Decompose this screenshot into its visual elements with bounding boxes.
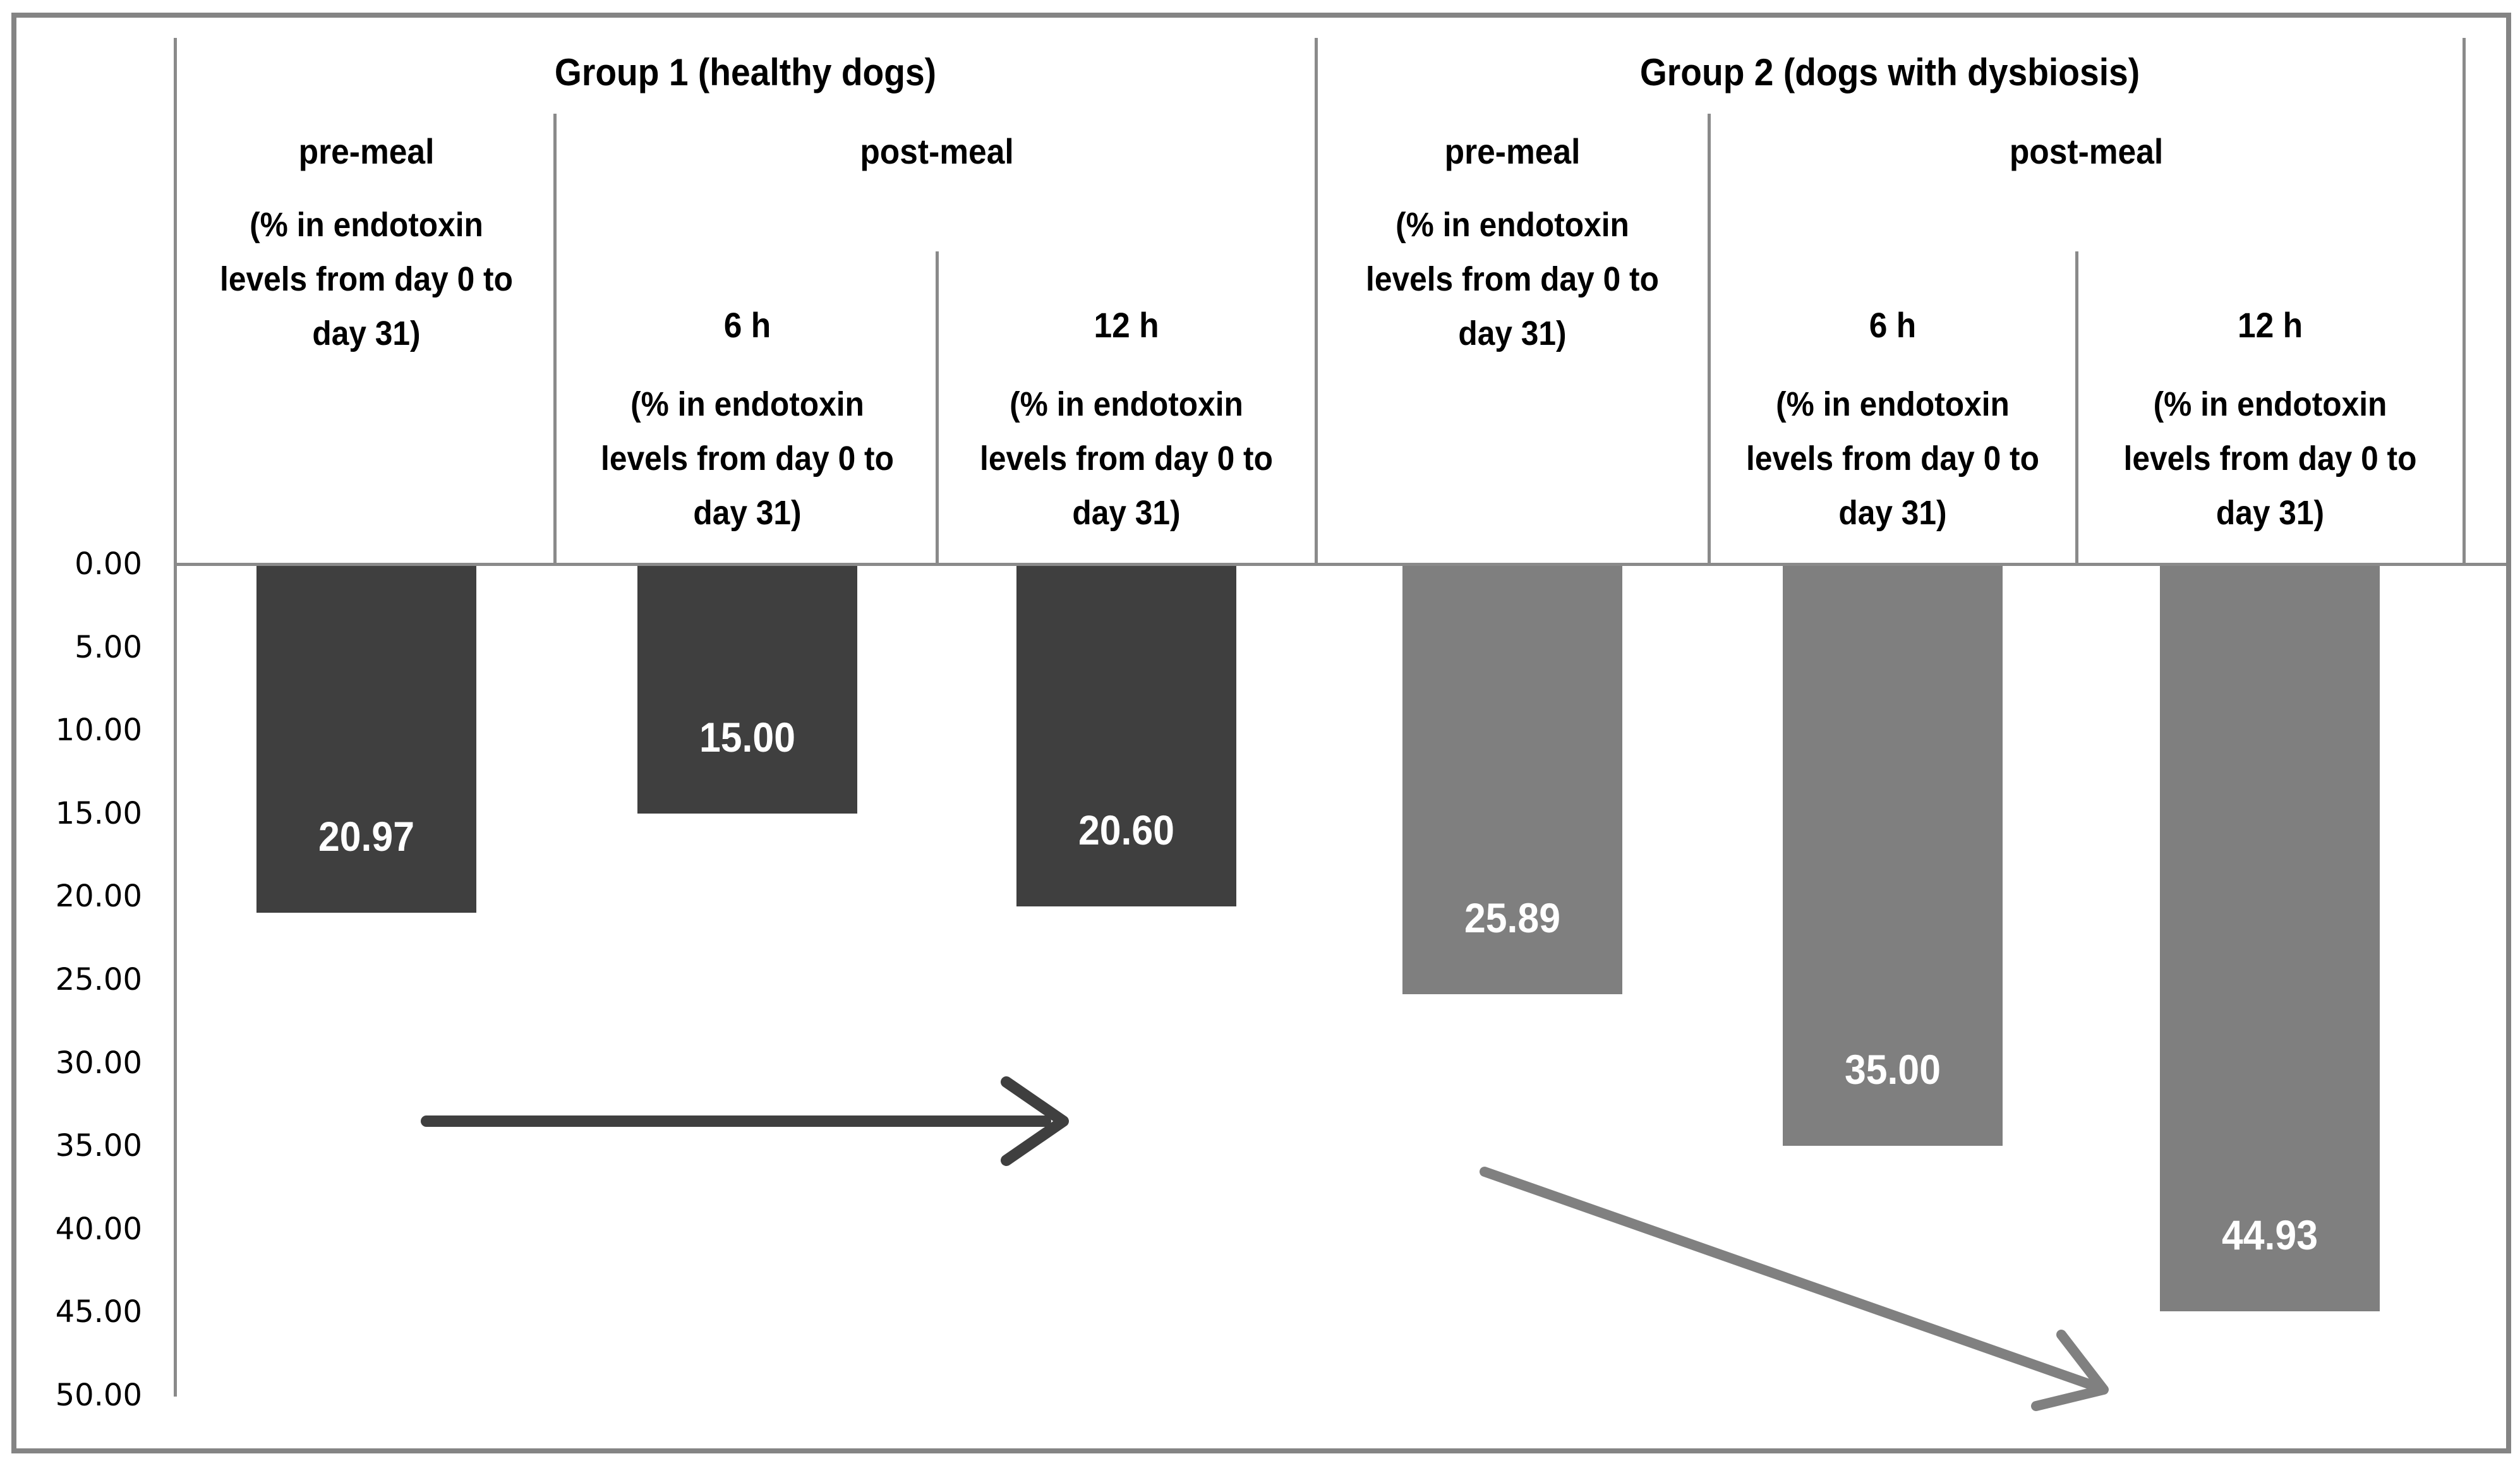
g1-6h-desc: (% in endotoxin levels from day 0 to day… bbox=[558, 377, 937, 540]
y-axis-tick-label: 35.00 bbox=[55, 1128, 142, 1163]
zero-baseline bbox=[174, 563, 2506, 566]
g2-premeal-separator bbox=[1708, 114, 1711, 565]
desc-line-2: levels from day 0 to bbox=[1746, 440, 2039, 478]
right-header-separator bbox=[2463, 38, 2466, 565]
desc-line-2: levels from day 0 to bbox=[980, 440, 1273, 478]
figure-border bbox=[11, 13, 2511, 1453]
g2-6h-desc: (% in endotoxin levels from day 0 to day… bbox=[1709, 377, 2077, 540]
g1-postmeal-label-text: post-meal bbox=[860, 131, 1014, 171]
desc-line-3: day 31) bbox=[312, 315, 421, 352]
g1-premeal-label: pre-meal bbox=[175, 134, 558, 169]
desc-line-1: (% in endotoxin bbox=[1776, 385, 2010, 423]
g1-6h-label-text: 6 h bbox=[723, 305, 771, 345]
bar-6: 44.93 bbox=[2160, 566, 2380, 1311]
desc-line-2: levels from day 0 to bbox=[601, 440, 894, 478]
g1-6h-12h-separator bbox=[936, 251, 939, 565]
bar-1: 20.97 bbox=[256, 566, 476, 913]
y-axis-tick-label: 45.00 bbox=[55, 1294, 142, 1330]
g2-6h-label-text: 6 h bbox=[1869, 305, 1917, 345]
g2-premeal-label: pre-meal bbox=[1316, 134, 1709, 169]
g1-premeal-label-text: pre-meal bbox=[298, 131, 435, 171]
bar-value-label: 20.60 bbox=[1078, 807, 1174, 853]
group-separator-line bbox=[1315, 38, 1318, 565]
desc-line-2: levels from day 0 to bbox=[1366, 260, 1659, 298]
y-axis-line bbox=[174, 38, 177, 1397]
desc-line-1: (% in endotoxin bbox=[1396, 206, 1629, 244]
g1-6h-label: 6 h bbox=[558, 308, 937, 343]
g2-postmeal-label: post-meal bbox=[1709, 134, 2464, 169]
bar-value-label: 15.00 bbox=[699, 714, 795, 761]
desc-line-3: day 31) bbox=[2216, 494, 2325, 532]
desc-line-1: (% in endotoxin bbox=[2153, 385, 2387, 423]
g2-6h-12h-separator bbox=[2075, 251, 2078, 565]
g2-premeal-label-text: pre-meal bbox=[1444, 131, 1581, 171]
desc-line-3: day 31) bbox=[693, 494, 802, 532]
g1-premeal-separator bbox=[553, 114, 557, 565]
desc-line-3: day 31) bbox=[1458, 315, 1567, 352]
g2-12h-label: 12 h bbox=[2077, 308, 2464, 343]
g1-12h-label-text: 12 h bbox=[1094, 305, 1159, 345]
y-axis-tick-label: 40.00 bbox=[55, 1211, 142, 1247]
y-axis-tick-label: 50.00 bbox=[55, 1378, 142, 1413]
bar-value-label: 35.00 bbox=[1845, 1046, 1941, 1093]
g2-6h-label: 6 h bbox=[1709, 308, 2077, 343]
g2-12h-label-text: 12 h bbox=[2237, 305, 2303, 345]
g2-premeal-desc: (% in endotoxin levels from day 0 to day… bbox=[1316, 198, 1709, 361]
desc-line-2: levels from day 0 to bbox=[2123, 440, 2417, 478]
y-axis-tick-label: 10.00 bbox=[55, 712, 142, 748]
group1-title-text: Group 1 (healthy dogs) bbox=[554, 51, 937, 93]
group2-title-text: Group 2 (dogs with dysbiosis) bbox=[1639, 51, 2140, 93]
g1-premeal-desc: (% in endotoxin levels from day 0 to day… bbox=[175, 198, 558, 361]
bar-4: 25.89 bbox=[1402, 566, 1622, 994]
desc-line-1: (% in endotoxin bbox=[1010, 385, 1243, 423]
group1-title: Group 1 (healthy dogs) bbox=[175, 51, 1316, 94]
g1-12h-label: 12 h bbox=[937, 308, 1316, 343]
bar-value-label: 25.89 bbox=[1464, 894, 1560, 941]
y-axis-tick-label: 25.00 bbox=[55, 962, 142, 997]
bar-value-label: 20.97 bbox=[318, 813, 414, 860]
y-axis-tick-label: 20.00 bbox=[55, 879, 142, 914]
g2-12h-desc: (% in endotoxin levels from day 0 to day… bbox=[2077, 377, 2464, 540]
y-axis-tick-label: 30.00 bbox=[55, 1045, 142, 1081]
desc-line-2: levels from day 0 to bbox=[220, 260, 513, 298]
y-axis-tick-label: 5.00 bbox=[75, 630, 142, 665]
desc-line-1: (% in endotoxin bbox=[630, 385, 864, 423]
desc-line-1: (% in endotoxin bbox=[250, 206, 483, 244]
g1-12h-desc: (% in endotoxin levels from day 0 to day… bbox=[937, 377, 1316, 540]
desc-line-3: day 31) bbox=[1838, 494, 1947, 532]
desc-line-3: day 31) bbox=[1072, 494, 1181, 532]
g2-postmeal-label-text: post-meal bbox=[2009, 131, 2164, 171]
y-axis-tick-label: 15.00 bbox=[55, 796, 142, 831]
g1-postmeal-label: post-meal bbox=[558, 134, 1316, 169]
bar-5: 35.00 bbox=[1783, 566, 2003, 1146]
y-axis-tick-label: 0.00 bbox=[75, 546, 142, 582]
group2-title: Group 2 (dogs with dysbiosis) bbox=[1316, 51, 2464, 94]
bar-value-label: 44.93 bbox=[2222, 1211, 2318, 1258]
bar-2: 15.00 bbox=[637, 566, 857, 814]
bar-3: 20.60 bbox=[1016, 566, 1236, 906]
